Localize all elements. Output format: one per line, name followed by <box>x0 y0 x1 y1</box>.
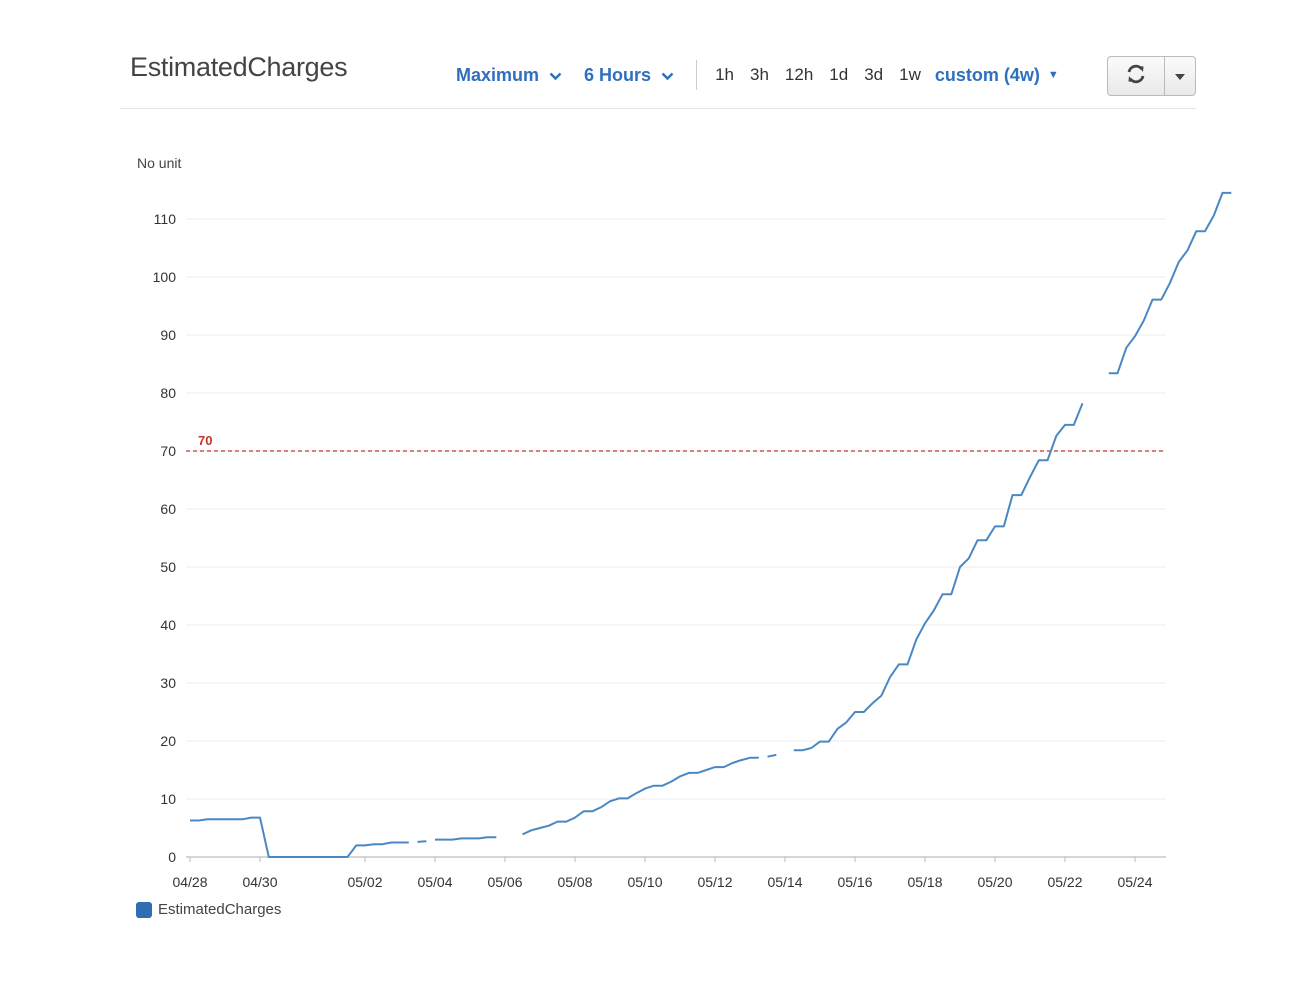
caret-down-icon: ▼ <box>1047 69 1059 81</box>
threshold-label: 70 <box>198 433 212 448</box>
refresh-options-button[interactable] <box>1165 57 1195 95</box>
refresh-icon <box>1125 63 1147 90</box>
series-line-segment <box>190 816 409 858</box>
x-tick-label: 05/06 <box>487 874 522 890</box>
statistic-dropdown[interactable]: Maximum <box>456 65 562 86</box>
x-tick-label: 05/02 <box>347 874 382 890</box>
y-tick-label: 80 <box>160 385 176 401</box>
toolbar-divider <box>696 60 698 90</box>
header-divider <box>120 108 1196 109</box>
x-tick-label: 05/10 <box>627 874 662 890</box>
refresh-button-group <box>1107 56 1196 96</box>
series-line-segment <box>435 836 497 841</box>
statistic-label: Maximum <box>456 64 540 85</box>
series-line-segment <box>522 756 759 836</box>
y-tick-label: 90 <box>160 327 176 343</box>
y-tick-label: 20 <box>160 733 176 749</box>
y-tick-label: 30 <box>160 675 176 691</box>
series-line-segment <box>793 403 1084 752</box>
chevron-down-icon <box>549 65 562 86</box>
custom-range-label: custom (4w) <box>934 64 1040 85</box>
y-tick-label: 40 <box>160 617 176 633</box>
range-12h[interactable]: 12h <box>784 65 814 84</box>
legend-swatch[interactable] <box>136 901 152 918</box>
y-tick-label: 10 <box>160 791 176 807</box>
x-tick-label: 05/24 <box>1117 874 1152 890</box>
x-tick-label: 05/22 <box>1047 874 1082 890</box>
x-tick-label: 05/08 <box>557 874 592 890</box>
y-axis-unit-label: No unit <box>137 155 181 171</box>
range-1w[interactable]: 1w <box>899 65 921 84</box>
range-1h[interactable]: 1h <box>715 65 734 84</box>
x-tick-label: 05/14 <box>767 874 802 890</box>
period-dropdown[interactable]: 6 Hours <box>584 65 674 86</box>
x-tick-label: 04/30 <box>242 874 277 890</box>
y-tick-label: 100 <box>153 269 177 285</box>
y-tick-label: 50 <box>160 559 176 575</box>
y-tick-label: 0 <box>168 849 176 865</box>
y-tick-label: 110 <box>154 211 177 227</box>
x-tick-label: 05/04 <box>417 874 452 890</box>
range-3d[interactable]: 3d <box>864 65 884 84</box>
chart-legend: EstimatedCharges <box>136 901 281 918</box>
period-label: 6 Hours <box>584 64 652 85</box>
chart-title: EstimatedCharges <box>130 52 348 82</box>
x-tick-label: 04/28 <box>172 874 207 890</box>
range-3h[interactable]: 3h <box>749 65 769 84</box>
x-tick-label: 05/12 <box>697 874 732 890</box>
caret-down-icon <box>1175 67 1185 85</box>
y-tick-label: 70 <box>160 443 176 459</box>
x-tick-label: 05/20 <box>977 874 1012 890</box>
chevron-down-icon <box>661 65 674 86</box>
range-1d[interactable]: 1d <box>829 65 849 84</box>
chart-toolbar: Maximum 6 Hours 1h 3h 12h 1d 3d 1w custo… <box>456 60 1059 90</box>
refresh-button[interactable] <box>1108 57 1165 95</box>
series-line-segment <box>417 840 427 843</box>
x-tick-label: 05/16 <box>837 874 872 890</box>
series-line-segment <box>1108 191 1232 375</box>
series-line-segment <box>767 753 777 758</box>
custom-range-dropdown[interactable]: custom (4w) ▼ <box>935 65 1059 86</box>
x-tick-label: 05/18 <box>907 874 942 890</box>
legend-label: EstimatedCharges <box>158 901 282 918</box>
y-tick-label: 60 <box>160 501 176 517</box>
